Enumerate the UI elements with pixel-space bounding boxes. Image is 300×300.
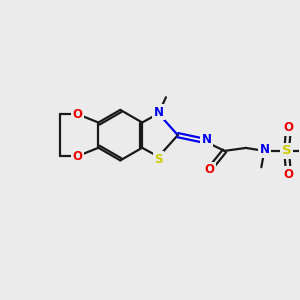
Text: N: N: [202, 133, 212, 146]
Text: O: O: [283, 121, 293, 134]
Text: O: O: [205, 164, 214, 176]
Text: S: S: [282, 144, 291, 158]
Text: O: O: [73, 150, 82, 163]
Text: N: N: [260, 143, 270, 156]
Text: N: N: [154, 106, 164, 118]
Text: S: S: [154, 153, 163, 166]
Text: O: O: [73, 108, 82, 121]
Text: O: O: [283, 168, 293, 181]
